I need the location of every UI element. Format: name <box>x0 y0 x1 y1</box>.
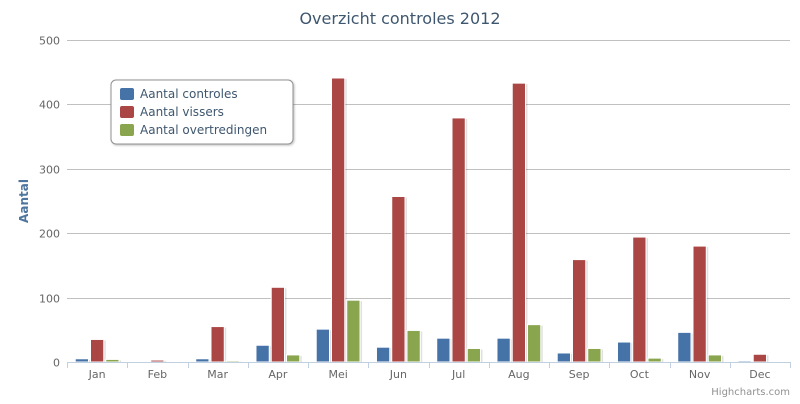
bar[interactable] <box>331 78 344 362</box>
bar[interactable] <box>256 345 269 362</box>
legend-swatch <box>120 124 134 136</box>
bar[interactable] <box>648 358 661 362</box>
bar[interactable] <box>392 196 405 362</box>
bar[interactable] <box>287 355 300 362</box>
credits-link[interactable]: Highcharts.com <box>711 387 790 398</box>
y-tick-label: 0 <box>53 357 60 370</box>
bar[interactable] <box>678 332 691 362</box>
x-tick-label: Mei <box>328 368 347 381</box>
bar[interactable] <box>75 359 88 362</box>
legend-item[interactable]: Aantal overtredingen <box>120 123 267 137</box>
bar[interactable] <box>151 360 164 362</box>
x-tick-label: Jan <box>88 368 106 381</box>
x-tick-label: Feb <box>148 368 167 381</box>
bar[interactable] <box>753 354 766 362</box>
bar[interactable] <box>211 327 224 362</box>
bar[interactable] <box>452 118 465 362</box>
bar[interactable] <box>467 348 480 362</box>
x-tick-label: Oct <box>630 368 650 381</box>
x-tick-label: Jul <box>451 368 465 381</box>
bar[interactable] <box>738 361 751 362</box>
x-tick-label: Jun <box>389 368 407 381</box>
bar[interactable] <box>437 338 450 362</box>
bar[interactable] <box>226 361 239 362</box>
bar[interactable] <box>572 260 585 362</box>
bar[interactable] <box>90 339 103 362</box>
legend-swatch <box>120 88 134 100</box>
bar[interactable] <box>316 329 329 362</box>
bar[interactable] <box>617 342 630 362</box>
x-tick-label: Dec <box>749 368 770 381</box>
bar[interactable] <box>708 355 721 362</box>
bar[interactable] <box>407 330 420 362</box>
y-axis: 0 100 200 300 400 500 <box>39 35 60 370</box>
bar[interactable] <box>271 287 284 362</box>
legend[interactable]: Aantal controles Aantal vissers Aantal ove… <box>111 80 293 144</box>
bar[interactable] <box>633 237 646 362</box>
bar[interactable] <box>106 359 119 362</box>
bar[interactable] <box>376 347 389 362</box>
bar[interactable] <box>512 83 525 362</box>
chart-title: Overzicht controles 2012 <box>299 9 500 28</box>
bar[interactable] <box>557 353 570 362</box>
y-tick-label: 500 <box>39 35 60 48</box>
bar[interactable] <box>347 300 360 362</box>
x-tick-label: Mar <box>207 368 228 381</box>
y-tick-label: 300 <box>39 164 60 177</box>
legend-label: Aantal vissers <box>140 105 224 119</box>
bar[interactable] <box>196 359 209 362</box>
bar[interactable] <box>588 348 601 362</box>
bar[interactable] <box>528 325 541 362</box>
bar[interactable] <box>693 246 706 362</box>
legend-label: Aantal overtredingen <box>140 123 267 137</box>
y-axis-title: Aantal <box>17 179 31 223</box>
legend-swatch <box>120 106 134 118</box>
y-tick-label: 400 <box>39 99 60 112</box>
x-tick-label: Nov <box>689 368 711 381</box>
x-tick-label: Aug <box>508 368 529 381</box>
x-axis: Jan Feb Mar Apr Mei Jun Jul Aug Sep Oct Nov Dec <box>67 362 791 381</box>
y-tick-label: 200 <box>39 228 60 241</box>
y-tick-label: 100 <box>39 293 60 306</box>
bar[interactable] <box>497 338 510 362</box>
x-tick-label: Apr <box>268 368 288 381</box>
legend-label: Aantal controles <box>140 87 238 101</box>
x-tick-label: Sep <box>569 368 590 381</box>
